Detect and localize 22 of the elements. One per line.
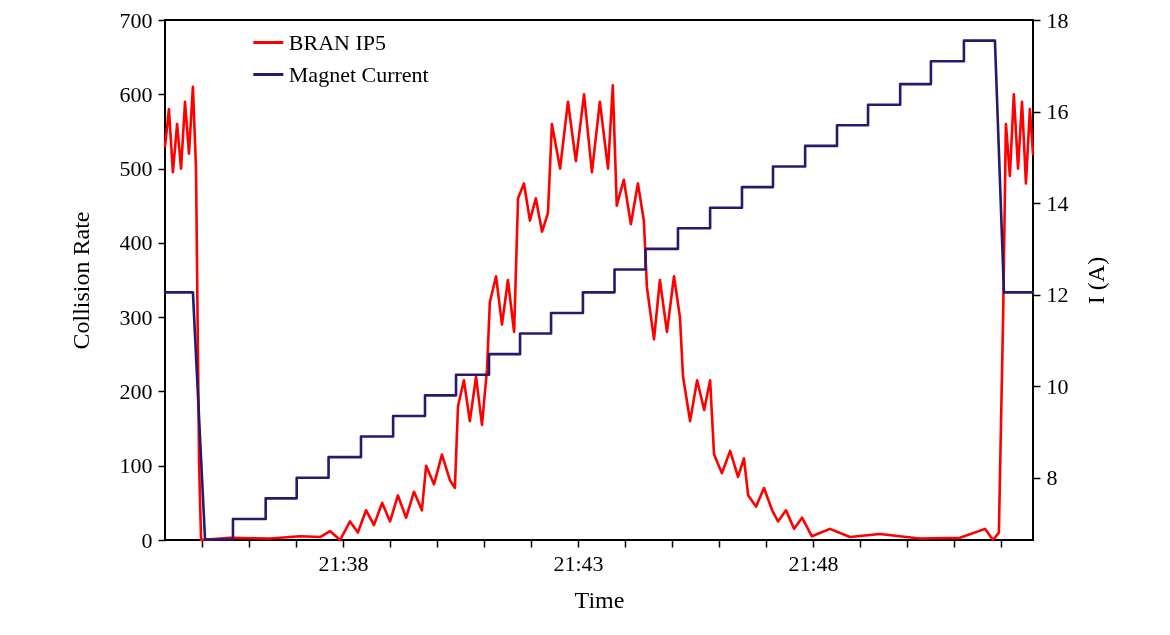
x-tick-label: 21:38 <box>318 550 369 576</box>
y-tick-label: 700 <box>119 7 153 33</box>
x-tick-label: 21:43 <box>553 550 604 576</box>
x-axis-title: Time <box>574 586 625 613</box>
y-tick-label: 0 <box>141 527 153 553</box>
y-axis-title: Collision Rate <box>67 211 94 350</box>
y2-tick-label: 8 <box>1046 465 1058 491</box>
y-tick-label: 500 <box>119 156 153 182</box>
legend-label: Magnet Current <box>288 61 429 87</box>
y2-axis-title: I (A) <box>1082 256 1109 305</box>
x-tick-label: 21:48 <box>788 550 839 576</box>
y2-tick-label: 16 <box>1046 99 1069 125</box>
y2-tick-label: 18 <box>1046 7 1069 33</box>
y-tick-label: 100 <box>119 453 153 479</box>
y-tick-label: 200 <box>119 378 153 404</box>
y2-tick-label: 14 <box>1046 190 1069 216</box>
y-tick-label: 600 <box>119 81 153 107</box>
y2-tick-label: 12 <box>1046 282 1069 308</box>
y-tick-label: 400 <box>119 230 153 256</box>
legend-label: BRAN IP5 <box>288 29 386 55</box>
y2-tick-label: 10 <box>1046 373 1069 399</box>
y-tick-label: 300 <box>119 304 153 330</box>
